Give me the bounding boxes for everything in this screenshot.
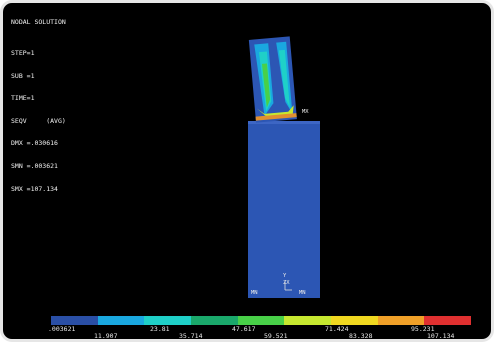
legend-band-2 [97,316,145,325]
contour-legend [51,316,472,325]
legend-label-top-5: 95.231 [411,325,435,333]
legend-label-top-1: .003621 [48,325,76,333]
contour-plot [248,36,320,298]
axis-zx-label: ZX [283,280,290,286]
legend-label-bottom-2: 35.714 [179,332,203,340]
legend-label-top-4: 71.424 [325,325,349,333]
info-smx: SMX =107.134 [11,184,58,193]
legend-label-bottom-5: 107.134 [427,332,455,340]
legend-band-6 [284,316,332,325]
legend-band-8 [377,316,425,325]
solution-info: STEP=1 SUB =1 TIME=1 SEQV (AVG) DMX =.03… [11,35,66,208]
legend-label-bottom-3: 59.521 [264,332,288,340]
legend-band-4 [191,316,238,325]
legend-label-bottom-4: 83.328 [349,332,373,340]
axis-y-label: Y [283,273,287,279]
legend-label-top-3: 47.617 [232,325,256,333]
min-marker-right: MN [299,290,306,296]
plot-title: NODAL SOLUTION [11,18,66,26]
legend-band-7 [331,316,378,325]
min-marker-left: MN [251,290,258,296]
legend-label-bottom-1: 11.907 [94,332,118,340]
legend-label-top-2: 23.81 [150,325,170,333]
info-sub: SUB =1 [11,71,35,80]
legend-band-3 [144,316,192,325]
info-dmx: DMX =.030616 [11,139,58,148]
base-block [248,121,320,298]
deformed-top-part [248,36,297,123]
legend-band-9 [424,316,472,325]
max-marker: MX [302,109,309,115]
info-seqv: SEQV (AVG) [11,116,66,125]
info-step: STEP=1 [11,49,35,57]
info-time: TIME=1 [11,94,35,103]
legend-band-1 [51,316,98,325]
info-smn: SMN =.003621 [11,161,58,170]
legend-band-5 [237,316,285,325]
